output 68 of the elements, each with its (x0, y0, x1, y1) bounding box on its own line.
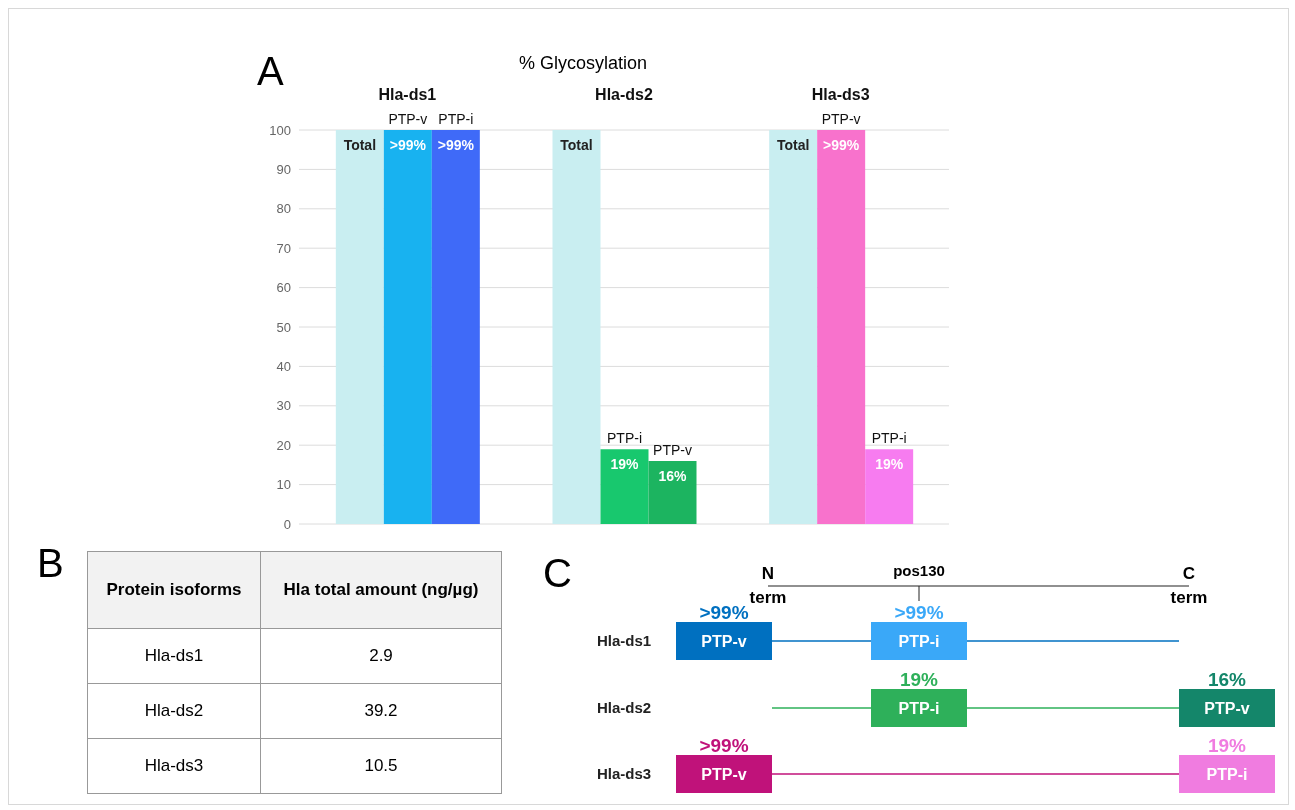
bar (865, 449, 914, 524)
data-label: 19% (610, 456, 640, 473)
category-label: Hla-ds3 (87, 738, 261, 794)
annotation: PTP-i (871, 430, 907, 447)
chart-title: % Glycosylation (519, 53, 648, 74)
category-label: C term (1170, 564, 1208, 607)
y-tick-label: 0 (283, 516, 291, 532)
data-label: 16% (658, 467, 688, 484)
bar (600, 449, 649, 524)
series-label: Total (343, 137, 377, 153)
category-label: Hla-ds1 (596, 632, 652, 649)
data-label: >99% (389, 137, 427, 153)
text: PTP-v (701, 766, 747, 783)
y-tick-label: 40 (276, 359, 291, 375)
category-label: Hla-ds2 (596, 699, 652, 716)
text: A (257, 49, 284, 94)
data-label: >99% (823, 137, 860, 153)
text: PTP-i (1206, 766, 1248, 783)
data-label: 10.5 (260, 738, 502, 794)
category-label: Hla-ds3 (596, 765, 652, 782)
y-tick-label: 50 (276, 319, 291, 335)
text: PTP-v (821, 111, 861, 127)
y-tick-label: 10 (276, 477, 291, 493)
data-label: 2.9 (260, 628, 502, 684)
x-tick-label: Hla-ds2 (595, 86, 653, 103)
text: PTP-v (1204, 700, 1250, 717)
text: >99% (894, 602, 944, 623)
text: PTP-i (898, 700, 940, 717)
x-tick-label: Hla-ds1 (378, 86, 437, 103)
y-tick-label: 20 (276, 437, 291, 453)
category-label: Hla-ds2 (87, 683, 261, 739)
y-tick-label: 90 (276, 162, 291, 178)
text: >99% (699, 602, 749, 623)
text: Total (776, 137, 810, 153)
bar (431, 130, 480, 524)
text: >99% (699, 735, 749, 756)
text: PTP-i (438, 111, 474, 127)
y-tick-label: 60 (276, 280, 291, 296)
category-label: pos130 (893, 562, 945, 579)
y-tick-label: 100 (269, 122, 291, 138)
bar (648, 460, 697, 524)
y-tick-label: 70 (276, 240, 291, 256)
category-label: Hla-ds1 (87, 628, 261, 684)
y-tick-label: 80 (276, 201, 291, 217)
annotation: PTP-v (653, 441, 692, 458)
bar (769, 130, 818, 524)
data-label: 19% (875, 456, 904, 473)
data-label: 39.2 (260, 683, 502, 739)
bar (552, 130, 601, 524)
annotation: PTP-i (607, 430, 642, 447)
x-tick-label: Hla-ds3 (811, 86, 870, 103)
category-label: N term (749, 564, 787, 607)
text: C (543, 551, 572, 595)
text: Total (560, 137, 593, 153)
text: PTP-v (701, 633, 747, 650)
text: 19% (1207, 735, 1247, 756)
data-label: >99% (437, 137, 475, 153)
bar (817, 130, 866, 524)
bar (335, 130, 384, 524)
text: PTP-i (898, 633, 940, 650)
text: B (37, 541, 64, 586)
text: 16% (1207, 669, 1247, 690)
text: 19% (899, 669, 939, 690)
text: Hla total amount (ng/µg) (260, 551, 502, 629)
y-tick-label: 30 (276, 398, 291, 414)
text: Protein isoforms (87, 551, 261, 629)
bar (383, 130, 432, 524)
text: PTP-v (388, 111, 428, 127)
